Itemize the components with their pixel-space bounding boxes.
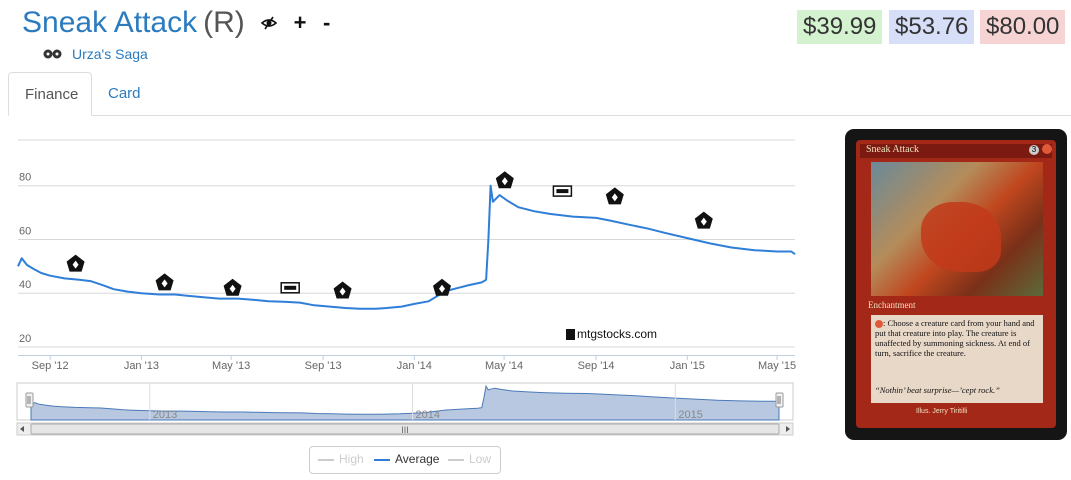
card-image-mana-cost: 3 — [1029, 144, 1052, 155]
price-high: $80.00 — [980, 10, 1066, 44]
x-axis-labels: Sep '12 Jan '13 May '13 Sep '13 Jan '14 May '… — [32, 355, 796, 372]
card-image-name: Sneak Attack — [866, 144, 920, 155]
card-type-line: Enchantment — [868, 300, 916, 310]
chart-grid — [18, 139, 795, 356]
chart-legend: High Average Low — [309, 446, 501, 474]
gatecrash-icon[interactable] — [155, 273, 174, 291]
y-tick-label: 80 — [19, 172, 31, 184]
legend-low[interactable]: Low — [448, 452, 491, 466]
x-tick-label: May '14 — [485, 360, 523, 372]
x-tick-label: May '15 — [758, 360, 796, 372]
tap-symbol-icon — [875, 320, 883, 329]
series-line-average — [17, 184, 796, 310]
navigator-year-label: 2015 — [678, 409, 702, 421]
legend-average[interactable]: Average — [374, 452, 439, 466]
x-tick-label: Jan '14 — [397, 360, 432, 372]
m15-icon[interactable] — [552, 185, 573, 197]
navigator-year-label: 2013 — [153, 409, 177, 421]
price-average: $53.76 — [889, 10, 975, 44]
navigator-left-handle[interactable] — [25, 392, 34, 408]
chart-series — [17, 184, 796, 310]
card-title-row: Sneak Attack (R) + - — [22, 6, 330, 46]
y-axis-labels: 20 40 60 80 — [19, 172, 31, 345]
tab-finance[interactable]: Finance — [8, 72, 92, 116]
tab-bar: Finance Card — [8, 72, 1071, 116]
x-tick-label: Jan '13 — [124, 360, 159, 372]
set-release-markers — [66, 171, 713, 299]
return-to-ravnica-icon[interactable] — [66, 254, 85, 272]
navigator-right-handle[interactable] — [775, 392, 784, 408]
y-tick-label: 20 — [19, 333, 31, 345]
khans-of-tarkir-icon[interactable] — [605, 187, 624, 205]
x-tick-label: Sep '12 — [32, 360, 69, 372]
x-tick-label: Jan '15 — [670, 360, 705, 372]
navigator-scrollbar[interactable]: III — [16, 422, 794, 436]
scroll-right-arrow-icon — [786, 426, 790, 432]
x-tick-label: Sep '13 — [305, 360, 342, 372]
x-tick-label: May '13 — [212, 360, 250, 372]
fate-reforged-icon[interactable] — [694, 211, 713, 229]
theros-icon[interactable] — [333, 281, 352, 299]
navigator-series — [30, 384, 780, 421]
dragons-maze-icon[interactable] — [223, 278, 242, 296]
urzas-saga-set-icon — [42, 47, 64, 63]
red-mana-icon — [1041, 144, 1052, 155]
legend-high[interactable]: High — [318, 452, 364, 466]
y-tick-label: 40 — [19, 279, 31, 291]
mtgstocks-logo-icon — [566, 329, 575, 341]
watermark: mtgstocks.com — [566, 327, 657, 341]
card-art — [871, 162, 1043, 296]
y-tick-label: 60 — [19, 225, 31, 237]
card-image[interactable]: Sneak Attack 3 Enchantment : Choose a cr… — [856, 140, 1056, 428]
m14-icon[interactable] — [280, 282, 300, 294]
price-chart: 20 40 60 80 Sep '12 Jan '13 May '13 Sep '13 Jan… — [16, 139, 796, 436]
card-flavor-text: “Nothin’ beat surprise—’cept rock.” — [875, 385, 1000, 395]
add-icon[interactable]: + — [293, 10, 307, 35]
tab-card[interactable]: Card — [108, 85, 141, 102]
set-name-link[interactable]: Urza's Saga — [72, 46, 148, 62]
card-artist: Illus. Jerry Tiritilli — [916, 408, 968, 415]
card-rarity: (R) — [203, 6, 245, 39]
born-of-the-gods-icon[interactable] — [433, 278, 451, 296]
scrollbar-grip: III — [401, 425, 409, 435]
remove-icon[interactable]: - — [322, 10, 331, 35]
navigator: 2013 2014 2015 III — [16, 382, 794, 436]
set-row: Urza's Saga — [42, 46, 148, 63]
price-low: $39.99 — [797, 10, 883, 44]
scroll-left-arrow-icon — [20, 426, 24, 432]
navigator-year-label: 2014 — [416, 409, 440, 421]
journey-into-nyx-icon[interactable] — [495, 171, 514, 189]
card-rules-text: : Choose a creature card from your hand … — [875, 318, 1035, 359]
hide-eye-icon[interactable] — [260, 10, 278, 36]
x-tick-label: Sep '14 — [578, 360, 615, 372]
card-name: Sneak Attack — [22, 6, 198, 39]
